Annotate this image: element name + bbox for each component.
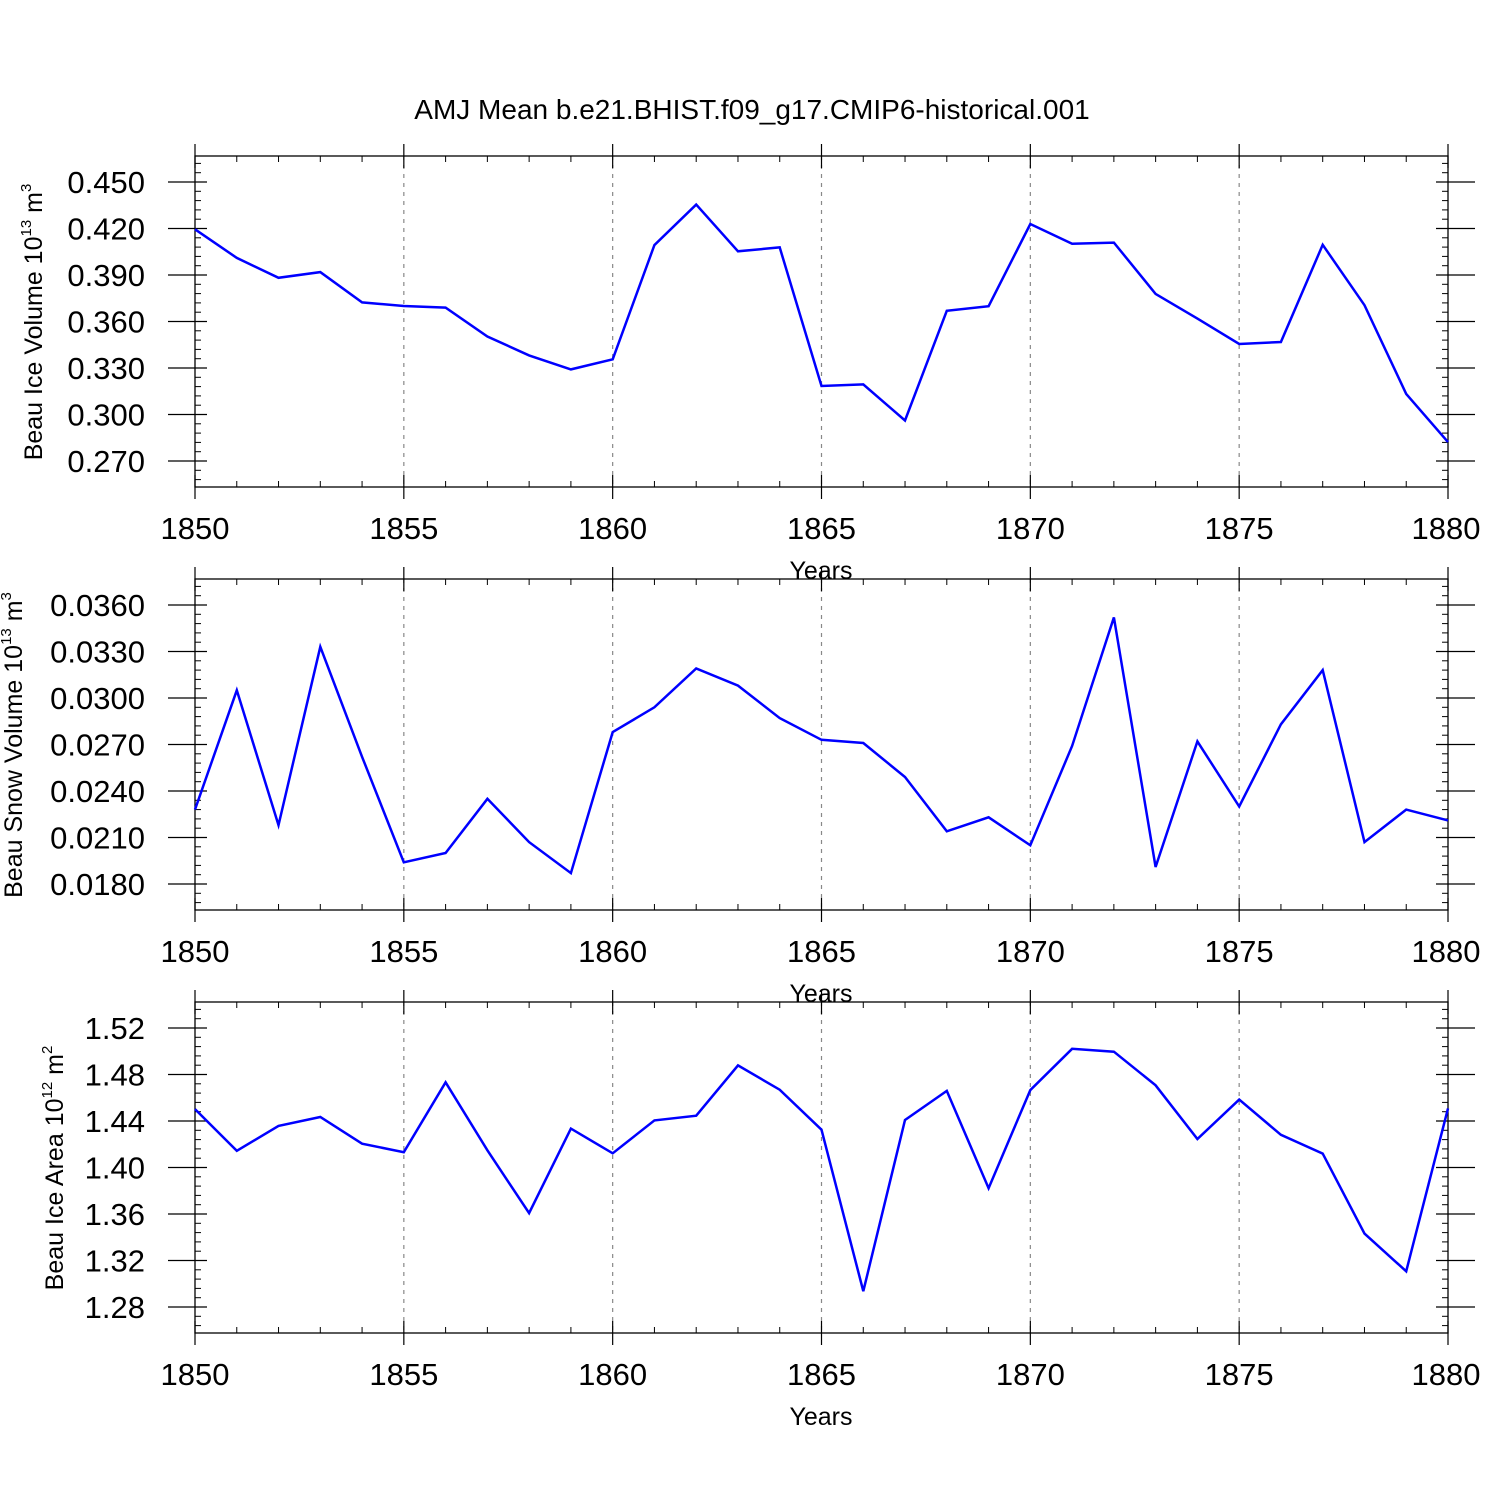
major-ticks bbox=[168, 567, 1475, 922]
x-tick-label: 1870 bbox=[996, 1357, 1065, 1392]
x-tick-labels: 1850 1855 1860 1865 1870 1875 1880 bbox=[161, 1357, 1481, 1392]
y-tick-label: 1.28 bbox=[85, 1290, 145, 1325]
x-tick-label: 1865 bbox=[787, 934, 856, 969]
y-tick-label: 0.0330 bbox=[50, 635, 145, 670]
y-tick-label: 1.40 bbox=[85, 1151, 145, 1186]
x-tick-label: 1855 bbox=[369, 934, 438, 969]
y-tick-label: 0.360 bbox=[67, 305, 145, 340]
y-tick-label: 1.44 bbox=[85, 1104, 145, 1139]
y-tick-label: 0.420 bbox=[67, 212, 145, 247]
y-tick-label: 0.0360 bbox=[50, 588, 145, 623]
y-tick-label: 0.390 bbox=[67, 258, 145, 293]
x-tick-label: 1880 bbox=[1412, 934, 1481, 969]
x-tick-label: 1855 bbox=[369, 511, 438, 546]
x-tick-label: 1860 bbox=[578, 934, 647, 969]
y-tick-label: 0.0300 bbox=[50, 681, 145, 716]
x-tick-label: 1860 bbox=[578, 1357, 647, 1392]
x-tick-label: 1870 bbox=[996, 934, 1065, 969]
y-tick-labels: 0.450 0.420 0.390 0.360 0.330 0.300 0.270 bbox=[67, 165, 145, 479]
x-tick-label: 1875 bbox=[1205, 1357, 1274, 1392]
series-line-ice-area bbox=[194, 1047, 1450, 1292]
x-tick-label: 1880 bbox=[1412, 511, 1481, 546]
y-axis-title: Beau Ice Area 1012 m2 bbox=[39, 1046, 69, 1291]
gridlines bbox=[403, 156, 1240, 487]
y-tick-labels: 1.52 1.48 1.44 1.40 1.36 1.32 1.28 bbox=[85, 1011, 145, 1325]
gridlines bbox=[403, 1002, 1240, 1333]
minor-ticks bbox=[195, 1002, 1448, 1333]
y-tick-label: 0.330 bbox=[67, 351, 145, 386]
major-ticks bbox=[168, 144, 1475, 499]
y-tick-label: 0.270 bbox=[67, 444, 145, 479]
plot-frame bbox=[194, 155, 1449, 488]
y-tick-label: 0.0180 bbox=[50, 867, 145, 902]
series-line-snow-volume bbox=[193, 617, 1449, 876]
x-tick-label: 1865 bbox=[787, 1357, 856, 1392]
panel-snow-volume: 0.0360 0.0330 0.0300 0.0270 0.0240 0.0210 0.01… bbox=[0, 567, 1480, 1008]
y-axis-title: Beau Ice Volume 1013 m3 bbox=[18, 184, 48, 461]
x-tick-label: 1880 bbox=[1412, 1357, 1481, 1392]
y-tick-label: 0.0270 bbox=[50, 728, 145, 763]
figure-title: AMJ Mean b.e21.BHIST.f09_g17.CMIP6-histo… bbox=[414, 94, 1089, 125]
x-tick-labels: 1850 1855 1860 1865 1870 1875 1880 bbox=[161, 511, 1481, 546]
y-tick-label: 1.36 bbox=[85, 1197, 145, 1232]
x-tick-label: 1865 bbox=[787, 511, 856, 546]
y-tick-label: 0.0240 bbox=[50, 774, 145, 809]
panel-ice-area: 1.52 1.48 1.44 1.40 1.36 1.32 1.28 1850 1855 186… bbox=[39, 990, 1480, 1431]
x-tick-label: 1870 bbox=[996, 511, 1065, 546]
minor-ticks bbox=[195, 579, 1448, 910]
panel-ice-volume: 0.450 0.420 0.390 0.360 0.330 0.300 0.270 1850… bbox=[18, 144, 1480, 585]
y-tick-label: 1.48 bbox=[85, 1058, 145, 1093]
plot-frame bbox=[194, 578, 1449, 911]
x-tick-labels: 1850 1855 1860 1865 1870 1875 1880 bbox=[161, 934, 1481, 969]
y-axis-title: Beau Snow Volume 1013 m3 bbox=[0, 592, 28, 898]
x-tick-label: 1875 bbox=[1205, 934, 1274, 969]
series-line-ice-volume bbox=[194, 202, 1449, 443]
y-tick-label: 1.52 bbox=[85, 1011, 145, 1046]
x-axis-title: Years bbox=[789, 1403, 852, 1431]
plot-frame bbox=[194, 1001, 1449, 1334]
x-tick-label: 1850 bbox=[161, 511, 230, 546]
x-tick-label: 1850 bbox=[161, 934, 230, 969]
y-tick-label: 0.300 bbox=[67, 398, 145, 433]
gridlines bbox=[403, 579, 1240, 910]
minor-ticks bbox=[195, 156, 1448, 487]
x-tick-label: 1875 bbox=[1205, 511, 1274, 546]
y-tick-label: 1.32 bbox=[85, 1244, 145, 1279]
x-tick-label: 1860 bbox=[578, 511, 647, 546]
x-tick-label: 1855 bbox=[369, 1357, 438, 1392]
x-tick-label: 1850 bbox=[161, 1357, 230, 1392]
y-tick-labels: 0.0360 0.0330 0.0300 0.0270 0.0240 0.0210 0.01… bbox=[50, 588, 145, 902]
y-tick-label: 0.450 bbox=[67, 165, 145, 200]
y-tick-label: 0.0210 bbox=[50, 821, 145, 856]
